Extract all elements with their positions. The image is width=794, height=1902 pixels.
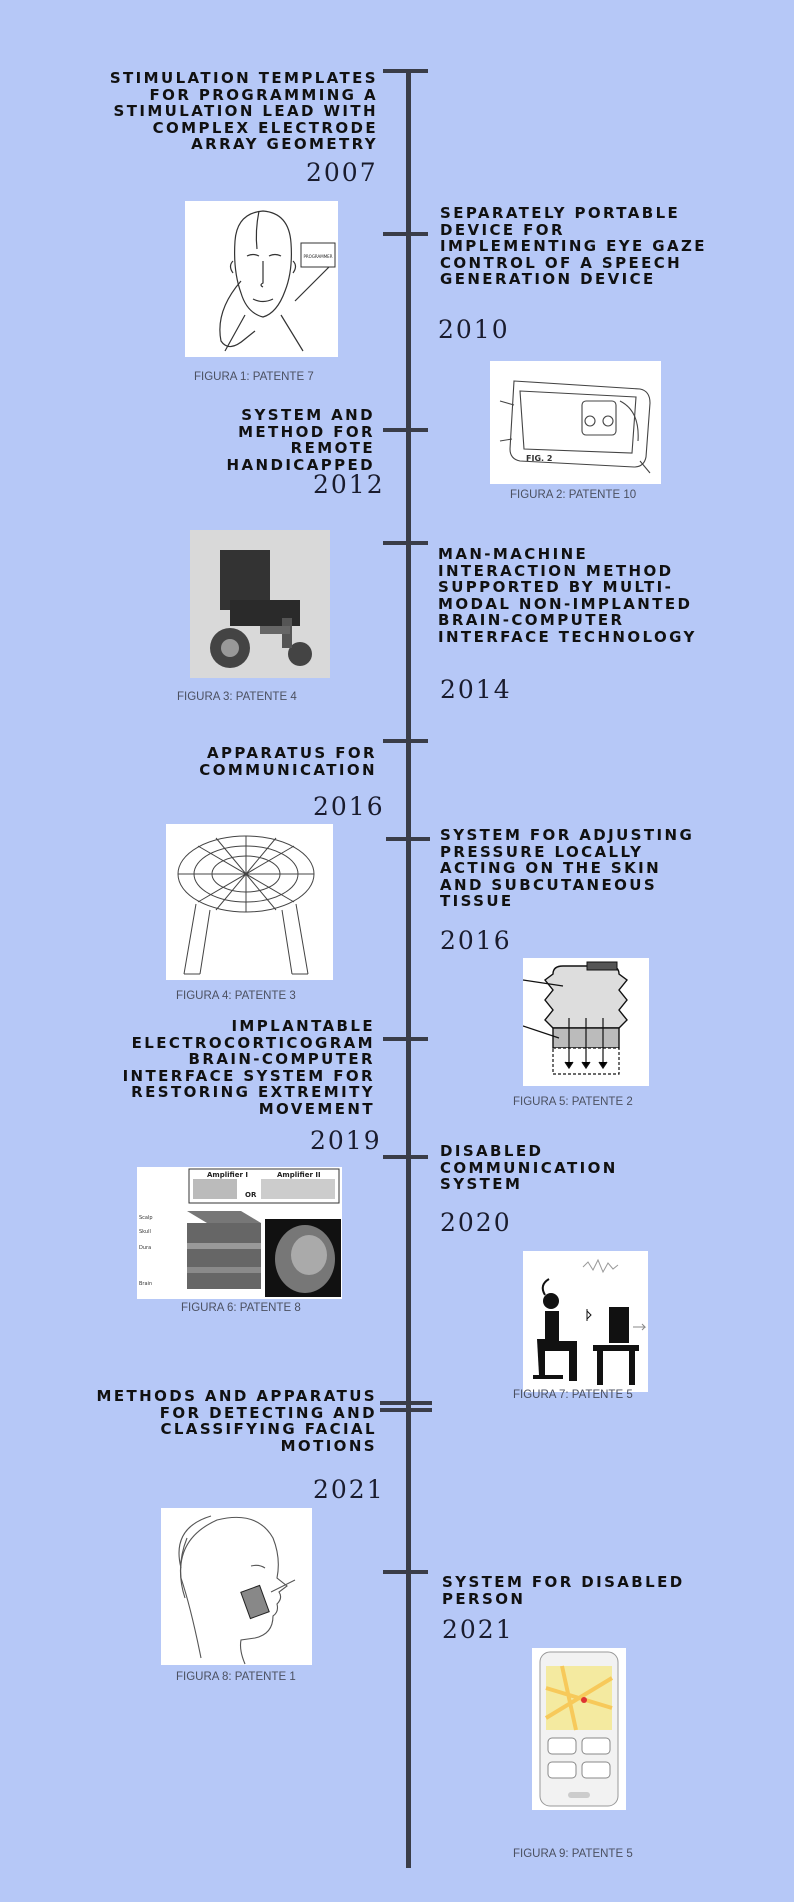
figure-caption: FIGURA 5: PATENTE 2	[513, 1096, 633, 1108]
timeline-tick	[380, 1408, 432, 1412]
amp-label-1: Amplifier I	[207, 1171, 248, 1179]
patent-figure-head-programmer: PROGRAMMER	[185, 201, 338, 357]
entry-title: SEPARATELY PORTABLE DEVICE FOR IMPLEMENT…	[440, 204, 707, 288]
entry-title: DISABLED COMMUNICATION SYSTEM	[440, 1142, 618, 1193]
layer-label: Scalp	[139, 1215, 153, 1221]
timeline-tick	[380, 1401, 432, 1405]
entry-year: 2020	[440, 1208, 512, 1237]
entry-title: SYSTEM AND METHOD FOR REMOTE HANDICAPPED	[226, 406, 375, 474]
entry-year: 2019	[310, 1126, 382, 1155]
figure-label: PROGRAMMER	[303, 254, 332, 259]
entry-year: 2016	[313, 792, 385, 821]
figure-caption: FIGURA 8: PATENTE 1	[176, 1671, 296, 1683]
amp-label-2: Amplifier II	[277, 1171, 321, 1179]
figure-caption: FIGURA 4: PATENTE 3	[176, 990, 296, 1002]
entry-title: SYSTEM FOR DISABLED PERSON	[442, 1573, 685, 1608]
timeline-tick	[383, 428, 428, 432]
figure-caption: FIGURA 9: PATENTE 5	[513, 1848, 633, 1860]
timeline-tick	[383, 1155, 428, 1159]
entry-title: STIMULATION TEMPLATES FOR PROGRAMMING A …	[109, 69, 378, 153]
entry-title: IMPLANTABLE ELECTROCORTICOGRAM BRAIN-COM…	[122, 1017, 375, 1118]
entry-year: 2014	[440, 675, 512, 704]
figure-caption: FIGURA 2: PATENTE 10	[510, 489, 637, 501]
entry-year: 2012	[313, 470, 385, 499]
patent-figure-phone-app	[532, 1648, 626, 1810]
entry-title: METHODS AND APPARATUS FOR DETECTING AND …	[96, 1387, 377, 1455]
timeline-tick	[386, 837, 430, 841]
layer-label: Brain	[139, 1281, 152, 1287]
timeline-tick	[383, 1037, 428, 1041]
figure-caption: FIGURA 7: PATENTE 5	[513, 1389, 633, 1401]
entry-year: 2021	[313, 1475, 385, 1504]
timeline-tick	[383, 541, 428, 545]
timeline-axis	[406, 70, 411, 1868]
entry-year: 2007	[306, 158, 378, 187]
patent-figure-eye-gaze-device: FIG. 2	[490, 361, 661, 484]
layer-label: Skull	[139, 1229, 151, 1235]
patent-figure-communication-system	[523, 1251, 648, 1392]
entry-title: APPARATUS FOR COMMUNICATION	[199, 744, 377, 779]
layer-label: Dura	[139, 1245, 151, 1251]
entry-year: 2010	[438, 315, 510, 344]
patent-figure-letter-board	[166, 824, 333, 980]
timeline-tick	[383, 739, 428, 743]
patent-figure-pressure-device	[523, 958, 649, 1086]
entry-title: SYSTEM FOR ADJUSTING PRESSURE LOCALLY AC…	[440, 826, 695, 910]
figure-caption: FIGURA 3: PATENTE 4	[177, 691, 297, 703]
entry-year: 2016	[440, 926, 512, 955]
entry-year: 2021	[442, 1615, 514, 1644]
timeline-tick	[383, 69, 428, 73]
figure-label: FIG. 2	[526, 454, 552, 463]
figure-caption: FIGURA 6: PATENTE 8	[181, 1302, 301, 1314]
patent-figure-wheelchair	[190, 530, 330, 678]
timeline-tick	[383, 1570, 428, 1574]
patent-figure-face-sensor	[161, 1508, 312, 1665]
figure-caption: FIGURA 1: PATENTE 7	[194, 371, 314, 383]
patent-figure-ecog-bci: Amplifier I Amplifier II OR Scalp Skull …	[137, 1167, 342, 1299]
entry-title: MAN-MACHINE INTERACTION METHOD SUPPORTED…	[438, 545, 697, 646]
timeline-tick	[383, 232, 428, 236]
or-label: OR	[245, 1191, 257, 1199]
